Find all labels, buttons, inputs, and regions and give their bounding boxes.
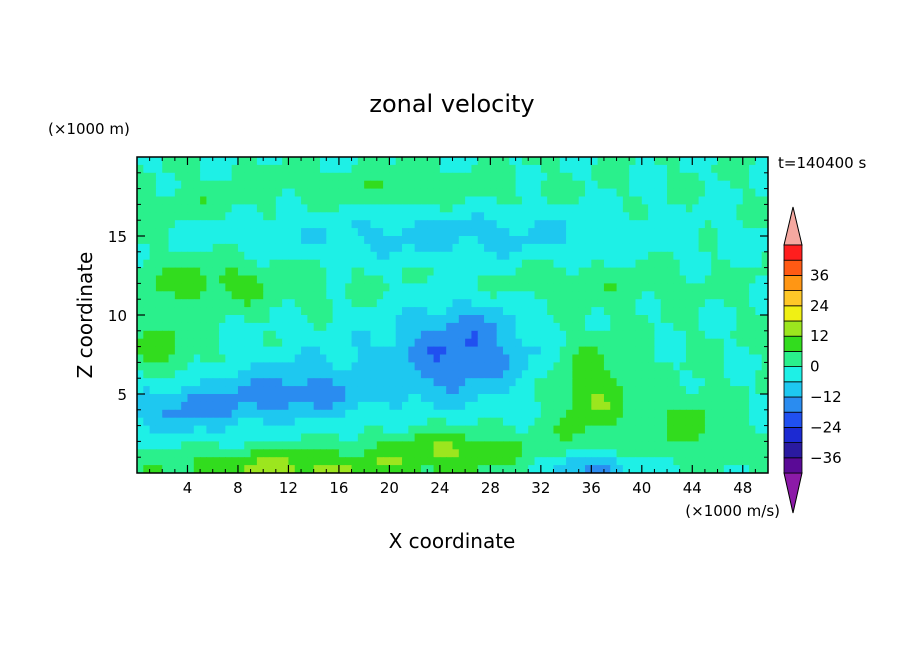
x-tick-label: 40 xyxy=(632,479,651,497)
colorbar-tick-label: 24 xyxy=(810,297,829,315)
x-tick-label: 8 xyxy=(233,479,243,497)
x-tick-label: 48 xyxy=(733,479,752,497)
colorbar-tick-label: −12 xyxy=(810,388,842,406)
chart-title: zonal velocity xyxy=(369,90,534,118)
colorbar-segment xyxy=(783,442,803,459)
colorbar-over-triangle xyxy=(783,206,803,246)
y-unit-label: (×1000 m) xyxy=(48,120,130,138)
colorbar-segment xyxy=(783,411,803,428)
colorbar-tick-label: 36 xyxy=(810,266,829,284)
colorbar-segment xyxy=(783,335,803,352)
colorbar-segment xyxy=(783,366,803,383)
time-label: t=140400 s xyxy=(778,154,866,172)
x-tick-label: 20 xyxy=(380,479,399,497)
x-tick-label: 36 xyxy=(582,479,601,497)
colorbar-segment xyxy=(783,244,803,261)
colorbar-segment xyxy=(783,426,803,443)
x-tick-label: 32 xyxy=(531,479,550,497)
colorbar-segment xyxy=(783,350,803,367)
colorbar-segment xyxy=(783,274,803,291)
x-tick-label: 4 xyxy=(183,479,193,497)
x-axis: 4 8 12 16 20 24 28 32 36 40 44 48 xyxy=(149,157,756,497)
colorbar-tick-label: 12 xyxy=(810,327,829,345)
x-unit-label: (×1000 m/s) xyxy=(685,502,780,520)
x-tick-label: 12 xyxy=(279,479,298,497)
x-tick-label: 16 xyxy=(329,479,348,497)
y-tick-label: 5 xyxy=(117,386,127,404)
x-tick-label: 44 xyxy=(683,479,702,497)
colorbar-tick-label: 0 xyxy=(810,358,820,376)
colorbar-under-triangle xyxy=(783,472,803,514)
x-tick-label: 28 xyxy=(481,479,500,497)
colorbar-segment xyxy=(783,320,803,337)
colorbar-segment xyxy=(783,396,803,413)
x-tick-label: 24 xyxy=(430,479,449,497)
colorbar-tick-label: −24 xyxy=(810,418,842,436)
colorbar-segment xyxy=(783,457,803,474)
colorbar-tick-label: −36 xyxy=(810,449,842,467)
y-tick-label: 15 xyxy=(108,228,127,246)
y-tick-label: 10 xyxy=(108,307,127,325)
colorbar-segment xyxy=(783,381,803,398)
y-axis: 5 10 15 xyxy=(108,172,768,458)
colorbar-segment xyxy=(783,290,803,307)
colorbar-segment xyxy=(783,305,803,322)
colorbar: 36 24 12 0 −12 −24 −36 xyxy=(783,206,842,514)
y-axis-label: Z coordinate xyxy=(73,252,97,379)
x-axis-label: X coordinate xyxy=(389,529,516,553)
colorbar-segment xyxy=(783,259,803,276)
heatmap-field xyxy=(137,157,768,473)
